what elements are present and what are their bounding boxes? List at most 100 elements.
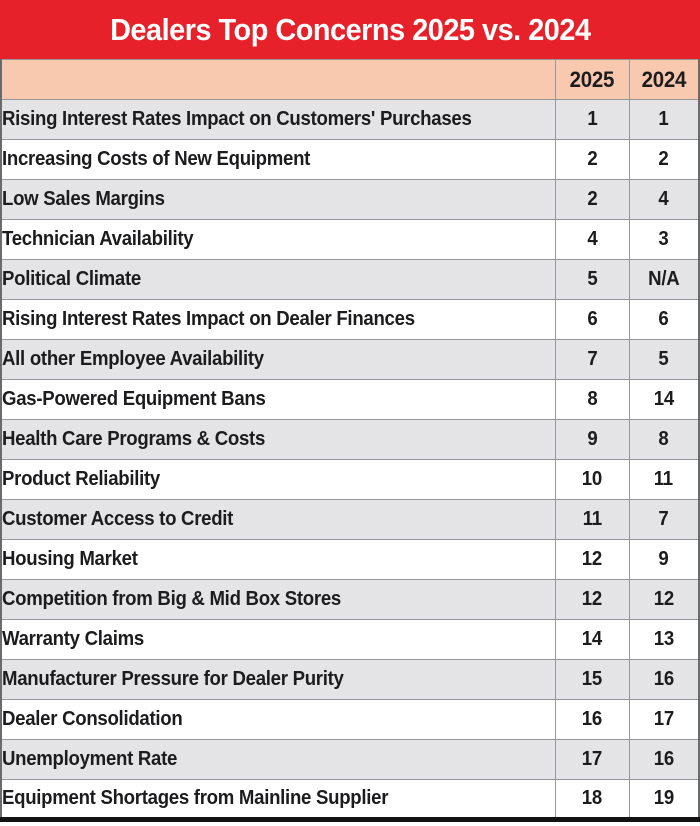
concern-cell: Rising Interest Rates Impact on Dealer F…	[0, 299, 556, 340]
concern-label: Housing Market	[2, 548, 138, 570]
concern-label: Equipment Shortages from Mainline Suppli…	[2, 787, 389, 809]
rank-2024-value: 2	[658, 148, 669, 170]
concern-label: Increasing Costs of New Equipment	[2, 148, 311, 170]
rank-2024-cell: 6	[628, 299, 700, 340]
rank-2025-value: 17	[581, 748, 603, 770]
rank-2025-cell: 2	[554, 139, 630, 180]
rank-2024-value: 6	[658, 308, 669, 330]
concern-cell: Product Reliability	[0, 459, 556, 500]
rank-2025-value: 8	[586, 388, 598, 410]
header-concern-blank	[0, 59, 556, 100]
table-row: Housing Market 12 9	[0, 539, 700, 580]
rank-2024-cell: 16	[628, 739, 700, 780]
rank-2024-cell: 4	[628, 179, 700, 220]
concern-label: Gas-Powered Equipment Bans	[2, 388, 266, 410]
header-2025-label: 2025	[569, 66, 615, 92]
table-row: Warranty Claims 14 13	[0, 619, 700, 660]
rank-2025-cell: 12	[554, 539, 630, 580]
table-row: Rising Interest Rates Impact on Dealer F…	[0, 299, 700, 340]
table-header-row: 2025 2024	[0, 59, 700, 100]
rank-2024-value: 5	[658, 348, 669, 370]
rank-2024-cell: 9	[628, 539, 700, 580]
table-row: Gas-Powered Equipment Bans 8 14	[0, 379, 700, 420]
concern-label: Customer Access to Credit	[2, 508, 234, 530]
rank-2024-value: 14	[653, 388, 674, 410]
rank-2025-value: 7	[586, 348, 598, 370]
concern-label: Manufacturer Pressure for Dealer Purity	[2, 668, 344, 690]
rank-2025-value: 18	[581, 787, 603, 809]
table-row: Political Climate 5 N/A	[0, 259, 700, 300]
concern-cell: Increasing Costs of New Equipment	[0, 139, 556, 180]
rank-2024-value: 17	[653, 708, 674, 730]
concern-label: Technician Availability	[2, 228, 194, 250]
rank-2025-value: 5	[586, 268, 598, 290]
title-bar: Dealers Top Concerns 2025 vs. 2024	[0, 0, 700, 59]
rank-2025-cell: 17	[554, 739, 630, 780]
rank-2025-cell: 12	[554, 579, 630, 620]
rank-2025-value: 12	[581, 588, 603, 610]
rank-2024-value: 1	[658, 108, 669, 130]
rank-2025-cell: 4	[554, 219, 630, 260]
header-2024-label: 2024	[641, 66, 687, 92]
concern-cell: Unemployment Rate	[0, 739, 556, 780]
rank-2025-cell: 15	[554, 659, 630, 700]
rank-2024-cell: 11	[628, 459, 700, 500]
rank-2024-cell: 17	[628, 699, 700, 740]
concern-label: Political Climate	[2, 268, 141, 290]
table-row: Dealer Consolidation 16 17	[0, 699, 700, 740]
concern-cell: Technician Availability	[0, 219, 556, 260]
concern-cell: Dealer Consolidation	[0, 699, 556, 740]
concern-label: Product Reliability	[2, 468, 160, 490]
concern-label: Low Sales Margins	[2, 188, 165, 210]
table-row: Equipment Shortages from Mainline Suppli…	[0, 779, 700, 820]
concern-label: Rising Interest Rates Impact on Dealer F…	[2, 308, 415, 330]
table-row: Manufacturer Pressure for Dealer Purity …	[0, 659, 700, 700]
rank-2025-value: 14	[581, 628, 603, 650]
table-row: Health Care Programs & Costs 9 8	[0, 419, 700, 460]
concern-cell: Political Climate	[0, 259, 556, 300]
rank-2025-cell: 16	[554, 699, 630, 740]
concern-label: All other Employee Availability	[2, 348, 264, 370]
rank-2024-cell: 13	[628, 619, 700, 660]
rank-2025-value: 16	[581, 708, 603, 730]
table-row: Increasing Costs of New Equipment 2 2	[0, 139, 700, 180]
concern-cell: Equipment Shortages from Mainline Suppli…	[0, 779, 556, 820]
header-2024: 2024	[628, 59, 700, 100]
rank-2025-cell: 9	[554, 419, 630, 460]
rank-2025-value: 2	[586, 188, 598, 210]
table-row: Unemployment Rate 17 16	[0, 739, 700, 780]
rank-2024-value: 9	[658, 548, 669, 570]
rank-2024-cell: 19	[628, 779, 700, 820]
rank-2024-cell: 5	[628, 339, 700, 380]
rank-2025-value: 9	[586, 428, 598, 450]
concern-cell: Rising Interest Rates Impact on Customer…	[0, 99, 556, 140]
rank-2024-value: 16	[653, 668, 674, 690]
rank-2024-value: 4	[658, 188, 669, 210]
rank-2025-cell: 18	[554, 779, 630, 820]
rank-2025-value: 4	[586, 228, 598, 250]
concern-label: Health Care Programs & Costs	[2, 428, 266, 450]
table-row: Customer Access to Credit 11 7	[0, 499, 700, 540]
rank-2025-cell: 10	[554, 459, 630, 500]
concerns-table: 2025 2024 Rising Interest Rates Impact o…	[0, 59, 700, 822]
concern-cell: Health Care Programs & Costs	[0, 419, 556, 460]
rank-2025-value: 10	[581, 468, 603, 490]
table-row: All other Employee Availability 7 5	[0, 339, 700, 380]
header-2025: 2025	[554, 59, 630, 100]
concern-cell: Housing Market	[0, 539, 556, 580]
rank-2024-cell: N/A	[628, 259, 700, 300]
rank-2024-cell: 7	[628, 499, 700, 540]
rank-2024-value: 13	[653, 628, 674, 650]
rank-2025-value: 2	[586, 148, 598, 170]
rank-2025-value: 1	[586, 108, 598, 130]
rank-2024-cell: 16	[628, 659, 700, 700]
rank-2024-cell: 2	[628, 139, 700, 180]
concern-label: Dealer Consolidation	[2, 708, 183, 730]
rank-2025-cell: 7	[554, 339, 630, 380]
rank-2024-value: 11	[654, 468, 674, 490]
table-body: Rising Interest Rates Impact on Customer…	[0, 99, 700, 820]
concern-cell: Competition from Big & Mid Box Stores	[0, 579, 556, 620]
rank-2025-cell: 11	[554, 499, 630, 540]
table-row: Product Reliability 10 11	[0, 459, 700, 500]
